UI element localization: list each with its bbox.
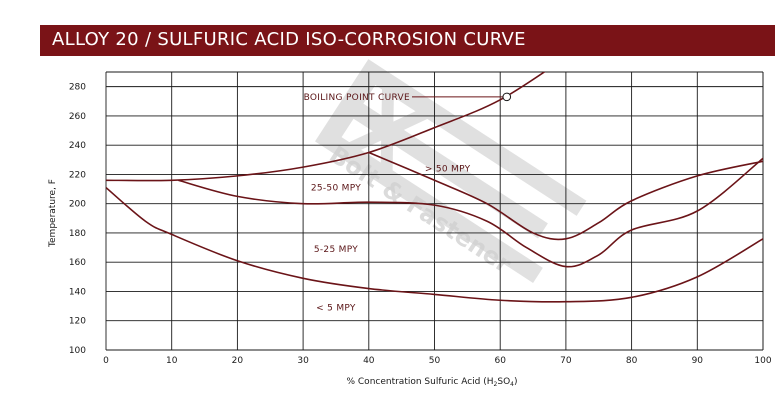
x-tick-label: 90 <box>692 356 704 366</box>
y-tick-label: 120 <box>69 317 86 327</box>
watermark-cross <box>341 83 433 179</box>
boiling-point-label: BOILING POINT CURVE <box>304 93 410 103</box>
y-tick-label: 260 <box>69 112 86 122</box>
y-tick-label: 200 <box>69 200 86 210</box>
boiling-point-marker <box>502 92 512 102</box>
x-tick-label: 50 <box>429 356 441 366</box>
series-line-2 <box>178 157 763 268</box>
y-tick-label: 160 <box>69 258 86 268</box>
title-bar: ALLOY 20 / SULFURIC ACID ISO-CORROSION C… <box>40 25 775 56</box>
x-tick-label: 40 <box>363 356 375 366</box>
x-tick-label: 30 <box>297 356 309 366</box>
curve-group <box>106 72 763 303</box>
y-tick-label: 180 <box>69 229 86 239</box>
region-label: > 50 MPY <box>425 165 471 175</box>
series-line-1 <box>368 151 763 241</box>
series-line-3 <box>106 186 763 303</box>
x-axis-label: % Concentration Sulfuric Acid (H2SO4) <box>346 377 517 388</box>
y-tick-label: 220 <box>69 170 86 180</box>
x-tick-label: 80 <box>626 356 638 366</box>
x-tick-label: 20 <box>232 356 244 366</box>
watermark-mark <box>315 59 587 283</box>
y-tick-label: 100 <box>69 346 86 356</box>
region-label: < 5 MPY <box>316 304 356 314</box>
tick-labels: 0 10 20 30 40 50 60 70 80 90 100 100 120 140 160 180 200… <box>69 83 772 366</box>
series-line-0 <box>106 72 546 182</box>
x-tick-label: 100 <box>754 356 771 366</box>
region-label: 5-25 MPY <box>314 245 358 255</box>
y-tick-label: 140 <box>69 287 86 297</box>
x-tick-label: 10 <box>166 356 178 366</box>
x-tick-label: 0 <box>103 356 109 366</box>
y-tick-label: 280 <box>69 83 86 93</box>
x-tick-label: 70 <box>560 356 572 366</box>
chart-title: ALLOY 20 / SULFURIC ACID ISO-CORROSION C… <box>52 29 526 50</box>
annotations: BOILING POINT CURVE > 50 MPY 25-50 MPY 5-25… <box>304 92 512 314</box>
watermark-shape <box>315 59 587 283</box>
region-label: 25-50 MPY <box>311 184 361 194</box>
grid-lines <box>105 71 764 351</box>
y-tick-label: 240 <box>69 141 86 151</box>
x-tick-label: 60 <box>494 356 506 366</box>
curves <box>106 72 763 303</box>
y-axis-label: Temperature, F <box>48 179 58 248</box>
